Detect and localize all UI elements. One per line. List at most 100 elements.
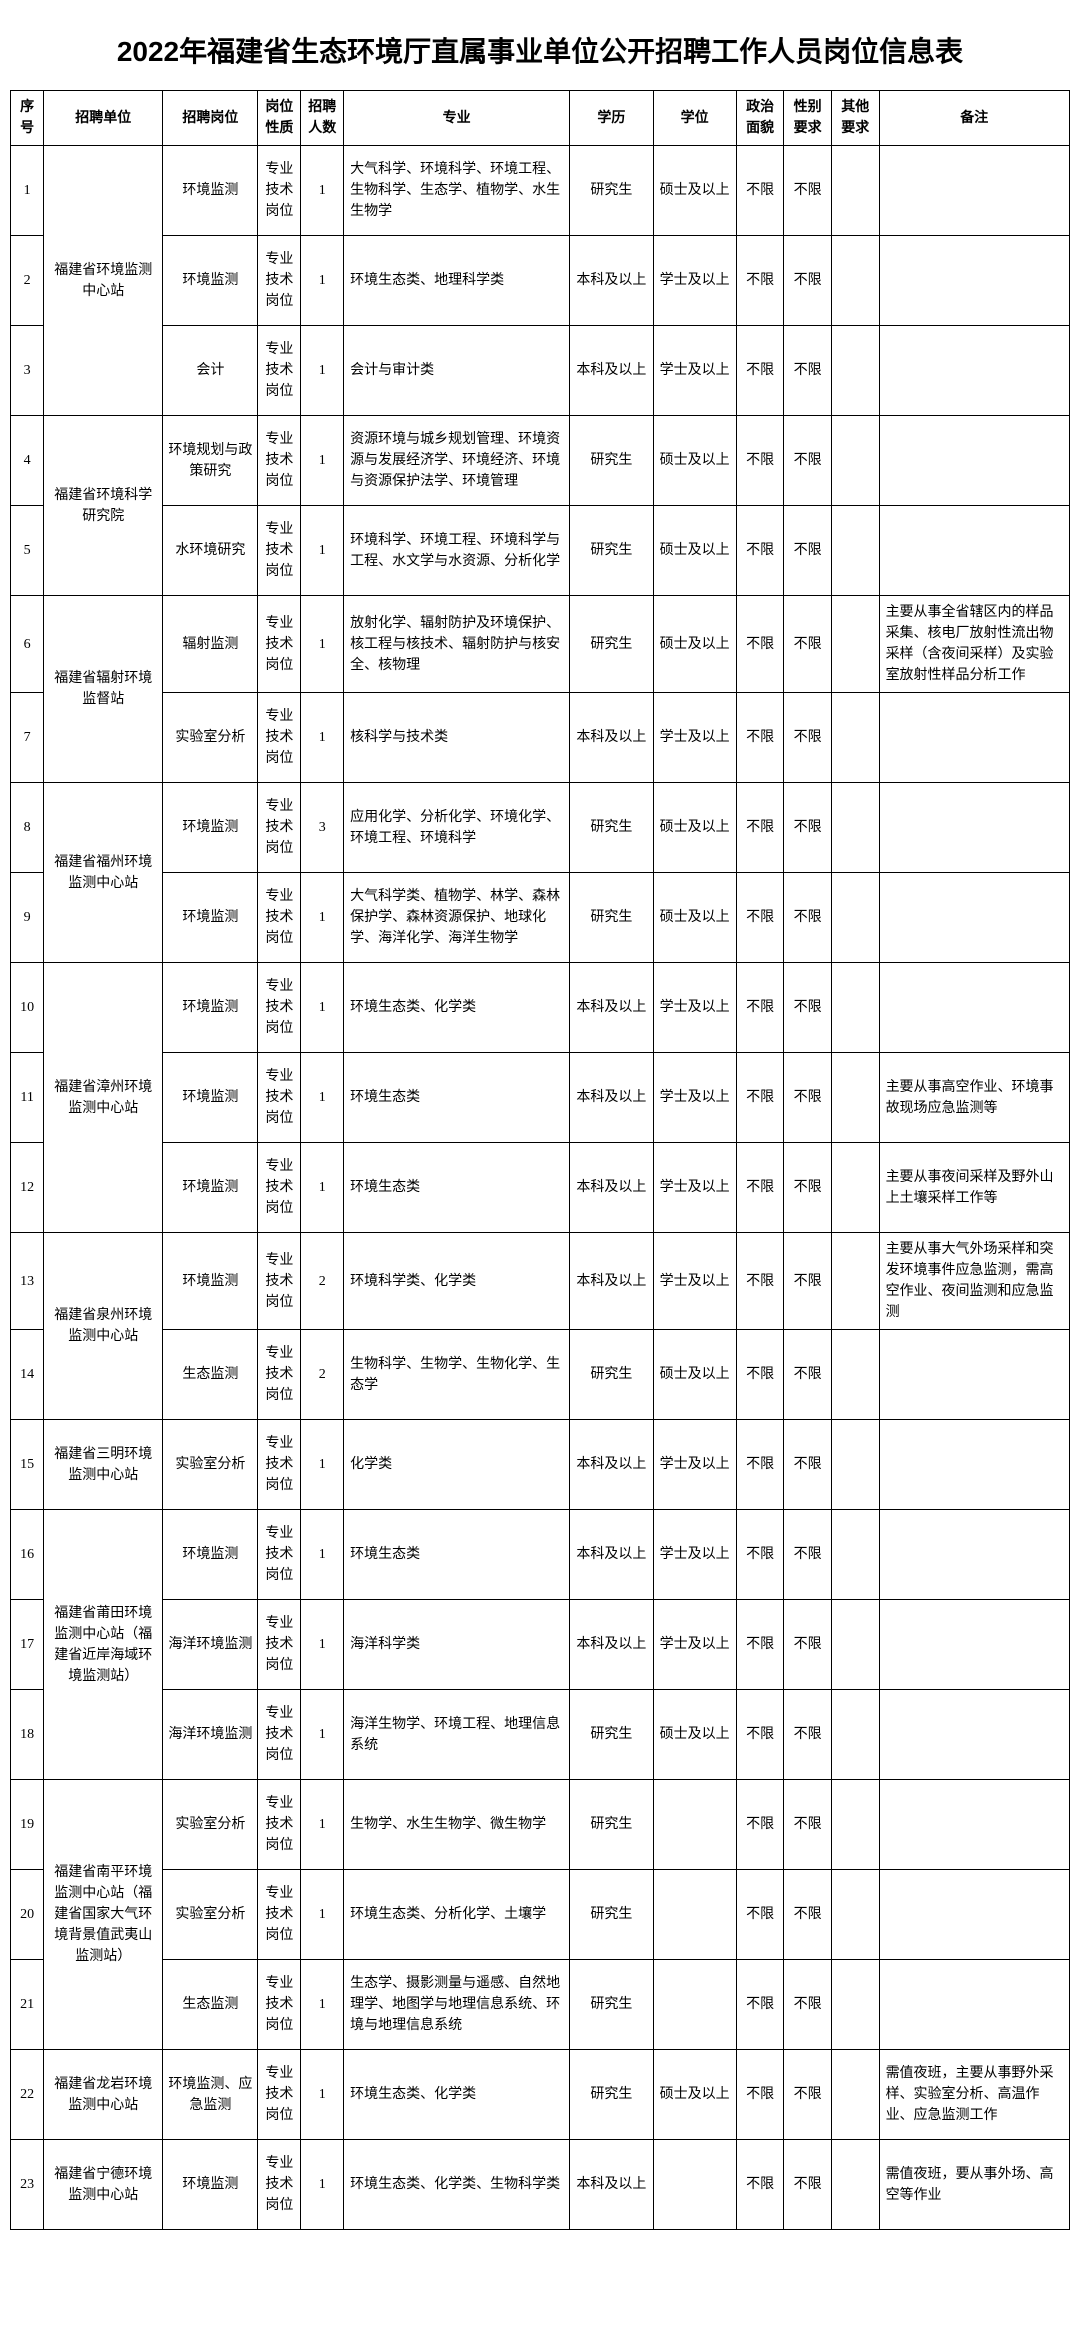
cell-seq: 23 [11,2140,44,2230]
cell-gender: 不限 [784,236,832,326]
cell-post: 环境监测 [163,783,258,873]
cell-edu: 本科及以上 [570,2140,653,2230]
cell-remark [879,1330,1069,1420]
cell-remark [879,506,1069,596]
table-row: 23福建省宁德环境监测中心站环境监测专业技术岗位1环境生态类、化学类、生物科学类… [11,2140,1070,2230]
cell-count: 1 [301,326,344,416]
cell-major: 化学类 [344,1420,570,1510]
cell-other [831,963,879,1053]
cell-degree: 硕士及以上 [653,506,736,596]
cell-seq: 4 [11,416,44,506]
table-row: 16福建省莆田环境监测中心站（福建省近岸海域环境监测站）环境监测专业技术岗位1环… [11,1510,1070,1600]
cell-gender: 不限 [784,596,832,693]
cell-other [831,236,879,326]
table-row: 1福建省环境监测中心站环境监测专业技术岗位1大气科学、环境科学、环境工程、生物科… [11,146,1070,236]
cell-major: 环境生态类、化学类 [344,963,570,1053]
cell-seq: 7 [11,693,44,783]
cell-pol: 不限 [736,506,784,596]
cell-post: 环境监测 [163,963,258,1053]
cell-edu: 研究生 [570,1960,653,2050]
cell-other [831,1600,879,1690]
cell-post: 海洋环境监测 [163,1600,258,1690]
col-count: 招聘人数 [301,91,344,146]
cell-seq: 22 [11,2050,44,2140]
cell-other [831,1780,879,1870]
cell-edu: 研究生 [570,1690,653,1780]
cell-post: 生态监测 [163,1330,258,1420]
cell-pol: 不限 [736,236,784,326]
cell-seq: 16 [11,1510,44,1600]
cell-other [831,2140,879,2230]
cell-remark [879,326,1069,416]
cell-degree: 硕士及以上 [653,2050,736,2140]
cell-nature: 专业技术岗位 [258,1143,301,1233]
cell-post: 环境监测 [163,2140,258,2230]
table-row: 3会计专业技术岗位1会计与审计类本科及以上学士及以上不限不限 [11,326,1070,416]
cell-count: 1 [301,1960,344,2050]
cell-remark [879,873,1069,963]
cell-edu: 本科及以上 [570,1600,653,1690]
cell-pol: 不限 [736,1690,784,1780]
cell-degree: 学士及以上 [653,1233,736,1330]
cell-remark [879,1510,1069,1600]
cell-nature: 专业技术岗位 [258,963,301,1053]
cell-post: 环境监测 [163,1233,258,1330]
cell-nature: 专业技术岗位 [258,1960,301,2050]
table-row: 22福建省龙岩环境监测中心站环境监测、应急监测专业技术岗位1环境生态类、化学类研… [11,2050,1070,2140]
cell-pol: 不限 [736,1330,784,1420]
table-row: 14生态监测专业技术岗位2生物科学、生物学、生物化学、生态学研究生硕士及以上不限… [11,1330,1070,1420]
cell-seq: 8 [11,783,44,873]
cell-seq: 14 [11,1330,44,1420]
cell-degree: 学士及以上 [653,236,736,326]
cell-seq: 11 [11,1053,44,1143]
table-row: 20实验室分析专业技术岗位1环境生态类、分析化学、土壤学研究生不限不限 [11,1870,1070,1960]
cell-major: 环境生态类、化学类、生物科学类 [344,2140,570,2230]
table-row: 18海洋环境监测专业技术岗位1海洋生物学、环境工程、地理信息系统研究生硕士及以上… [11,1690,1070,1780]
cell-degree [653,1870,736,1960]
col-pol: 政治面貌 [736,91,784,146]
cell-edu: 研究生 [570,2050,653,2140]
cell-major: 会计与审计类 [344,326,570,416]
cell-nature: 专业技术岗位 [258,873,301,963]
cell-edu: 研究生 [570,506,653,596]
cell-major: 环境生态类、地理科学类 [344,236,570,326]
cell-count: 1 [301,2140,344,2230]
cell-remark: 主要从事夜间采样及野外山上土壤采样工作等 [879,1143,1069,1233]
cell-edu: 本科及以上 [570,1420,653,1510]
col-post: 招聘岗位 [163,91,258,146]
cell-post: 环境监测 [163,1143,258,1233]
cell-degree: 硕士及以上 [653,1330,736,1420]
cell-pol: 不限 [736,873,784,963]
cell-gender: 不限 [784,146,832,236]
cell-seq: 9 [11,873,44,963]
cell-gender: 不限 [784,1510,832,1600]
cell-remark [879,1780,1069,1870]
cell-seq: 21 [11,1960,44,2050]
cell-pol: 不限 [736,1420,784,1510]
cell-post: 海洋环境监测 [163,1690,258,1780]
cell-edu: 研究生 [570,783,653,873]
col-seq: 序号 [11,91,44,146]
cell-pol: 不限 [736,2050,784,2140]
cell-other [831,416,879,506]
cell-nature: 专业技术岗位 [258,1420,301,1510]
cell-major: 环境生态类 [344,1510,570,1600]
cell-pol: 不限 [736,1510,784,1600]
cell-nature: 专业技术岗位 [258,146,301,236]
cell-unit: 福建省龙岩环境监测中心站 [44,2050,163,2140]
cell-post: 实验室分析 [163,1870,258,1960]
cell-other [831,1960,879,2050]
cell-edu: 本科及以上 [570,693,653,783]
cell-seq: 5 [11,506,44,596]
cell-count: 1 [301,693,344,783]
cell-gender: 不限 [784,2050,832,2140]
cell-edu: 本科及以上 [570,326,653,416]
cell-count: 1 [301,2050,344,2140]
cell-nature: 专业技术岗位 [258,326,301,416]
cell-nature: 专业技术岗位 [258,1233,301,1330]
cell-degree: 硕士及以上 [653,146,736,236]
cell-degree: 硕士及以上 [653,873,736,963]
cell-degree: 学士及以上 [653,326,736,416]
table-row: 8福建省福州环境监测中心站环境监测专业技术岗位3应用化学、分析化学、环境化学、环… [11,783,1070,873]
cell-degree [653,1780,736,1870]
